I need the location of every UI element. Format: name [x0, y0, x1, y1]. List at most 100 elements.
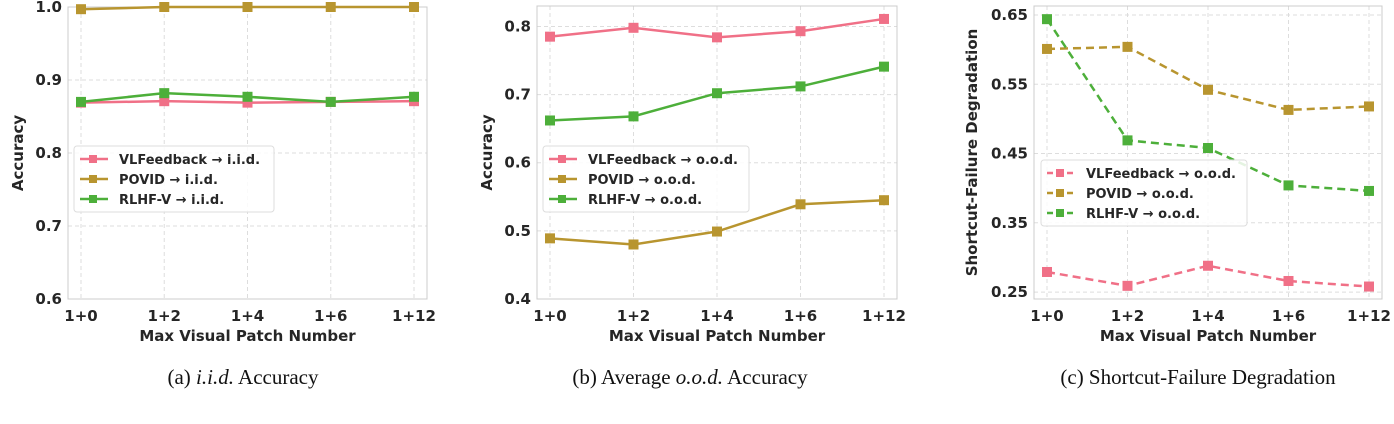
data-point-vlfeedback [1283, 275, 1294, 286]
legend-label: VLFeedback → o.o.d. [588, 153, 738, 168]
y-tick-label: 0.7 [504, 86, 531, 104]
data-point-povid [159, 2, 170, 12]
legend: VLFeedback → o.o.d. POVID → o.o.d. RLHF-V … [1040, 159, 1248, 227]
caption-italic: i.i.d. [196, 365, 234, 389]
legend-label: POVID → i.i.d. [119, 173, 218, 188]
data-point-povid [325, 2, 336, 12]
data-point-vlfeedback [1122, 280, 1133, 291]
legend-label: VLFeedback → i.i.d. [119, 153, 260, 168]
data-point-rlhf-v [409, 91, 419, 102]
caption-suffix: Accuracy [723, 365, 808, 389]
data-point-rlhf-v [712, 88, 722, 99]
y-tick-label: 0.5 [504, 222, 531, 240]
caption-italic: o.o.d. [676, 365, 723, 389]
y-tick-label: 0.8 [504, 17, 531, 35]
x-tick-label: 1+6 [314, 307, 347, 325]
caption: (b) Average o.o.d. Accuracy [572, 365, 808, 389]
data-point-povid [76, 4, 86, 15]
x-tick-label: 1+4 [700, 307, 733, 325]
data-point-rlhf-v [1203, 142, 1213, 153]
data-point-vlfeedback [545, 31, 555, 42]
data-point-vlfeedback [159, 96, 170, 107]
x-tick-label: 1+0 [1030, 307, 1063, 325]
y-tick-label: 0.4 [504, 290, 531, 308]
legend-marker [89, 155, 97, 163]
legend-box [1040, 159, 1248, 227]
x-tick-label: 1+4 [231, 307, 264, 325]
legend-label: RLHF-V → o.o.d. [1086, 207, 1200, 222]
y-tick-label: 0.9 [35, 71, 62, 89]
data-point-rlhf-v [879, 61, 889, 72]
plot-frame [1033, 5, 1383, 300]
data-point-rlhf-v [1042, 14, 1052, 25]
data-point-povid [795, 199, 806, 210]
x-tick-label: 1+2 [617, 307, 650, 325]
legend-marker [89, 175, 97, 183]
data-point-povid [409, 2, 419, 12]
data-point-vlfeedback [628, 22, 639, 33]
legend-label: VLFeedback → o.o.d. [1086, 167, 1236, 182]
data-point-povid [1203, 84, 1213, 95]
legend-marker [89, 195, 97, 203]
chart-panel-3: 0.25 0.35 0.45 0.55 0.65 1+0 1+2 1+4 1+6 1+12 VLFe… [963, 5, 1391, 389]
legend-marker [558, 155, 566, 163]
data-point-vlfeedback [879, 13, 889, 24]
x-axis-label: Max Visual Patch Number [1100, 327, 1317, 345]
data-point-vlfeedback [242, 97, 253, 108]
y-tick-label: 0.45 [991, 145, 1028, 163]
data-point-vlfeedback [795, 26, 806, 37]
data-point-povid [879, 195, 889, 206]
x-axis-label: Max Visual Patch Number [139, 327, 356, 345]
legend-marker [1056, 209, 1064, 217]
x-tick-label: 1+2 [1111, 307, 1144, 325]
legend-label: POVID → o.o.d. [1086, 187, 1194, 202]
y-axis-label: Accuracy [9, 115, 27, 191]
legend-box [542, 145, 750, 213]
data-point-povid [1364, 101, 1374, 112]
data-point-vlfeedback [712, 32, 722, 43]
legend: VLFeedback → o.o.d. POVID → o.o.d. RLHF-V … [542, 145, 750, 213]
chart-panel-2: 0.4 0.5 0.6 0.7 0.8 1+0 1+2 1+4 1+6 1+12 VLFeedbac… [478, 5, 906, 389]
y-axis-label: Accuracy [478, 114, 496, 190]
caption-prefix: (a) [167, 365, 196, 389]
data-point-vlfeedback [1364, 281, 1374, 292]
y-tick-label: 0.35 [991, 214, 1028, 232]
caption-prefix: (b) Average [572, 365, 675, 389]
data-point-vlfeedback [1203, 260, 1213, 271]
legend-box [73, 145, 275, 213]
x-tick-label: 1+0 [64, 307, 97, 325]
data-point-povid [628, 239, 639, 250]
legend-marker [558, 175, 566, 183]
data-point-povid [545, 233, 555, 244]
data-point-rlhf-v [242, 91, 253, 102]
plot-frame [536, 5, 898, 300]
data-point-rlhf-v [628, 111, 639, 122]
x-tick-label: 1+12 [1347, 307, 1391, 325]
data-point-rlhf-v [545, 115, 555, 126]
y-axis-label: Shortcut-Failure Degradation [963, 29, 981, 277]
y-tick-label: 0.6 [504, 154, 531, 172]
data-point-rlhf-v [795, 81, 806, 92]
x-tick-label: 1+4 [1191, 307, 1224, 325]
x-tick-label: 1+2 [148, 307, 181, 325]
legend-label: POVID → o.o.d. [588, 173, 696, 188]
y-tick-label: 0.65 [991, 6, 1028, 24]
caption: (c) Shortcut-Failure Degradation [1060, 365, 1336, 389]
data-point-vlfeedback [1042, 266, 1052, 277]
data-point-rlhf-v [1122, 135, 1133, 146]
caption-suffix: Accuracy [234, 365, 319, 389]
data-point-rlhf-v [1364, 185, 1374, 196]
data-point-rlhf-v [1283, 180, 1294, 191]
y-tick-label: 0.8 [35, 144, 62, 162]
data-point-rlhf-v [76, 96, 86, 107]
data-point-povid [1283, 104, 1294, 115]
y-tick-label: 0.25 [991, 283, 1028, 301]
caption: (a) i.i.d. Accuracy [167, 365, 319, 389]
x-tick-label: 1+6 [1272, 307, 1305, 325]
x-tick-label: 1+6 [784, 307, 817, 325]
x-axis-label: Max Visual Patch Number [609, 327, 826, 345]
legend-label: RLHF-V → i.i.d. [119, 193, 224, 208]
data-point-povid [242, 2, 253, 12]
chart-panel-1: 0.6 0.7 0.8 0.9 1.0 1+0 1+2 1+4 1+6 1+12 VLFeedbac… [9, 0, 436, 389]
